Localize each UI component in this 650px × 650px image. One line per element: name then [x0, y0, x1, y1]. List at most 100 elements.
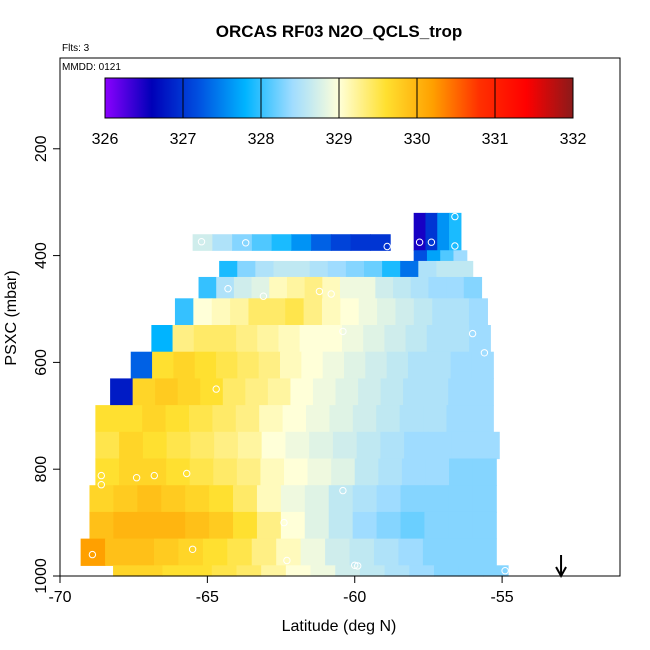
heatmap-cell	[214, 325, 237, 353]
heatmap-cell	[105, 538, 131, 566]
heatmap-cell	[137, 485, 162, 513]
heatmap-cell	[306, 405, 331, 433]
heatmap-cell	[469, 325, 491, 353]
heatmap-cell	[398, 538, 424, 566]
heatmap-cell	[310, 565, 336, 577]
heatmap-cell	[354, 458, 379, 486]
heatmap-cell	[307, 458, 332, 486]
heatmap-cell	[285, 431, 310, 460]
sample-point	[97, 481, 106, 489]
heatmap-cell	[267, 378, 292, 406]
heatmap-cell	[437, 212, 450, 251]
heatmap-cell	[446, 405, 471, 433]
heatmap-cell	[304, 276, 323, 299]
heatmap-cell	[375, 276, 394, 299]
sample-point	[259, 292, 268, 300]
heatmap-cell	[185, 511, 210, 540]
heatmap-cell	[449, 212, 462, 251]
heatmap-cell	[365, 351, 388, 380]
heatmap-cell	[235, 405, 260, 433]
heatmap-cell	[332, 431, 358, 460]
heatmap-cell	[261, 565, 287, 577]
heatmap-cell	[350, 234, 371, 251]
heatmap-cell	[233, 276, 253, 299]
heatmap-cell	[303, 298, 323, 326]
heatmap-cell	[212, 405, 237, 433]
heatmap-cell	[470, 378, 494, 406]
heatmap-cell	[299, 325, 322, 353]
heatmap-cell	[251, 234, 273, 251]
heatmap-cell	[291, 260, 311, 278]
heatmap-cell	[386, 351, 409, 380]
heatmap-cell	[425, 378, 449, 406]
heatmap-cell	[188, 405, 213, 433]
colorbar-tick-label: 326	[92, 131, 119, 148]
colorbar-tick-label: 329	[326, 131, 353, 148]
heatmap-cell	[189, 458, 214, 486]
sample-point	[501, 567, 509, 575]
heatmap-cell	[166, 458, 191, 486]
heatmap-cell	[440, 250, 455, 262]
heatmap-cell	[376, 485, 402, 513]
heatmap-cell	[472, 485, 497, 513]
colorbar-ticks: 326 327 328 329 330 331 332	[92, 78, 587, 148]
x-tick-label: -60	[343, 589, 366, 606]
heatmap-cell	[291, 234, 312, 251]
heatmap-cell	[395, 298, 415, 326]
heatmap-cell	[471, 538, 497, 566]
heatmap-cell	[349, 538, 375, 566]
y-tick-label: 800	[33, 456, 50, 483]
heatmap-cell	[113, 485, 138, 513]
heatmap-cell	[436, 260, 456, 278]
heatmap-cell	[483, 565, 509, 577]
heatmap-cells	[80, 212, 509, 577]
heatmap-cell	[352, 511, 378, 540]
x-axis-label: Latitude (deg N)	[282, 618, 397, 635]
heatmap-cell	[304, 511, 330, 540]
sample-point	[188, 545, 197, 553]
heatmap-cell	[251, 538, 277, 566]
heatmap-cell	[446, 276, 465, 299]
heatmap-cell	[357, 276, 376, 299]
heatmap-cell	[400, 485, 426, 513]
heatmap-cell	[377, 298, 397, 326]
heatmap-cell	[472, 511, 497, 540]
heatmap-cell	[311, 234, 332, 251]
heatmap-cell	[382, 260, 401, 278]
y-tick-label: 400	[33, 242, 50, 269]
sample-point	[427, 238, 436, 246]
x-tick-label: -70	[48, 589, 71, 606]
sample-point	[88, 550, 97, 559]
heatmap-cell	[165, 405, 190, 433]
heatmap-cell	[142, 405, 167, 433]
heatmap-cell	[236, 458, 262, 486]
date-label: MMDD: 0121	[62, 62, 121, 73]
heatmap-cell	[469, 405, 494, 433]
sample-point	[280, 518, 288, 527]
heatmap-cell	[471, 351, 494, 380]
heatmap-cell	[429, 351, 452, 380]
heatmap-cell	[399, 405, 424, 433]
heatmap-cell	[403, 378, 427, 406]
heatmap-cell	[335, 565, 361, 577]
heatmap-cell	[261, 431, 286, 460]
sample-point	[132, 474, 141, 482]
heatmap-cell	[301, 351, 324, 380]
heatmap-cell	[458, 565, 484, 577]
heatmap-cell	[161, 485, 186, 513]
heatmap-cell	[95, 458, 120, 486]
heatmap-cell	[359, 565, 386, 577]
heatmap-cell	[343, 351, 366, 380]
sample-point	[451, 242, 459, 250]
heatmap-cell	[449, 458, 474, 486]
colorbar-tick-label: 332	[560, 131, 587, 148]
heatmap-cell	[142, 431, 168, 460]
heatmap-cell	[309, 260, 329, 278]
heatmap-cell	[410, 276, 430, 299]
heatmap-cell	[335, 378, 359, 406]
heatmap-cell	[198, 276, 217, 299]
sample-point	[339, 486, 347, 495]
heatmap-cell	[409, 565, 435, 577]
heatmap-cell	[193, 298, 213, 326]
y-axis-label: PSXC (mbar)	[3, 270, 20, 365]
